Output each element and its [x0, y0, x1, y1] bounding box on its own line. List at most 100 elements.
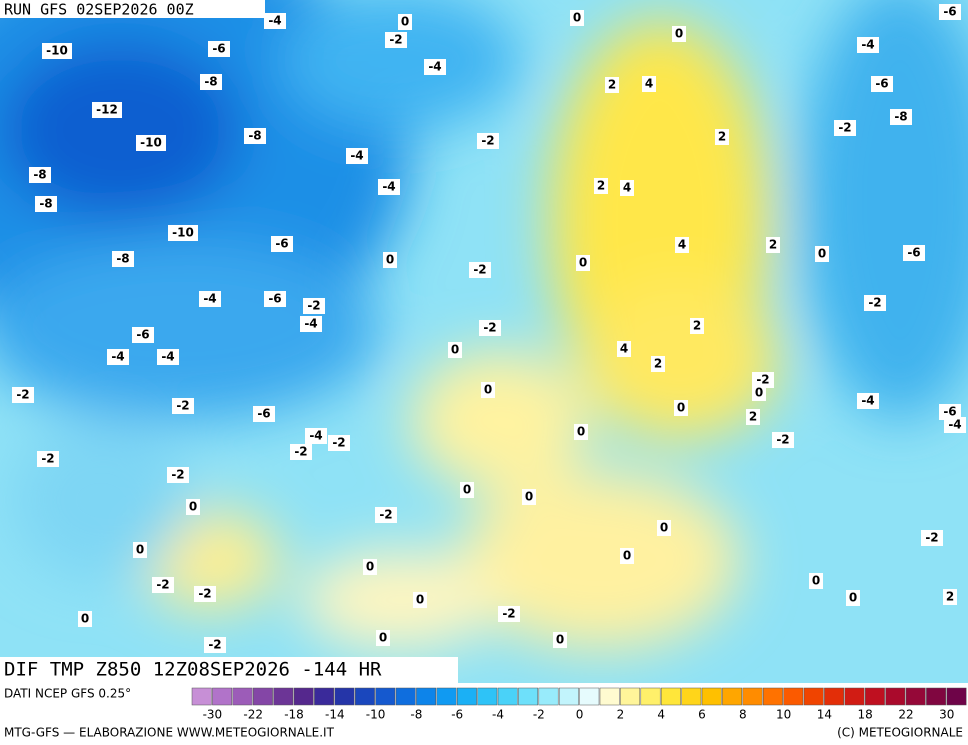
contour-label: -2	[868, 296, 881, 310]
contour-label-box	[208, 41, 230, 57]
contour-label-box	[346, 148, 368, 164]
contour-label: -6	[907, 246, 920, 260]
contour-label-box	[29, 167, 51, 183]
legend-tick-label: -30	[203, 708, 223, 722]
legend-swatch	[252, 687, 273, 706]
contour-label: -2	[756, 373, 769, 387]
legend-tick-label: 2	[617, 708, 625, 722]
contour-label: 4	[645, 77, 653, 91]
contour-label: -2	[198, 587, 211, 601]
contour-label-box	[481, 382, 495, 398]
legend-swatch	[824, 687, 845, 706]
legend-swatch	[579, 687, 600, 706]
legend-swatch	[722, 687, 743, 706]
contour-label-box	[375, 507, 397, 523]
contour-label: 2	[597, 179, 605, 193]
legend-swatch	[293, 687, 314, 706]
legend-swatch	[803, 687, 824, 706]
contour-label-box	[871, 76, 893, 92]
legend-tick-label: 18	[858, 708, 873, 722]
contour-label-box	[42, 43, 72, 59]
contour-label-box	[328, 435, 350, 451]
legend-tick-label: 22	[898, 708, 913, 722]
legend-swatch	[864, 687, 885, 706]
contour-label: 4	[620, 342, 628, 356]
legend-swatch	[354, 687, 375, 706]
contour-label: 0	[623, 549, 631, 563]
contour-label-box	[253, 406, 275, 422]
contour-label-box	[605, 77, 619, 93]
contour-label-box	[857, 393, 879, 409]
contour-label-box	[460, 482, 474, 498]
contour-label-box	[157, 349, 179, 365]
contour-label: -4	[111, 350, 124, 364]
contour-label-box	[35, 196, 57, 212]
legend-tick-label: 30	[939, 708, 954, 722]
map	[0, 0, 968, 683]
contour-label-box	[766, 237, 780, 253]
contour-label: -6	[136, 328, 149, 342]
contour-label: 0	[660, 521, 668, 535]
contour-label: -2	[307, 299, 320, 313]
contour-label: -2	[389, 33, 402, 47]
contour-label: -6	[943, 5, 956, 19]
contour-label: -4	[350, 149, 363, 163]
header-box	[0, 0, 265, 18]
legend-swatch	[620, 687, 641, 706]
legend-tick-label: -8	[410, 708, 422, 722]
map-title: DIF TMP Z850 12Z08SEP2026 -144 HR	[4, 659, 382, 681]
contour-label-box	[642, 76, 656, 92]
contour-label-box	[413, 592, 427, 608]
contour-label: 2	[718, 130, 726, 144]
legend-swatch	[844, 687, 865, 706]
contour-label-box	[857, 37, 879, 53]
legend-tick-label: 6	[698, 708, 706, 722]
contour-label-box	[522, 489, 536, 505]
contour-label-box	[674, 400, 688, 416]
legend-swatch	[497, 687, 518, 706]
contour-label: -6	[268, 292, 281, 306]
contour-label-box	[570, 10, 584, 26]
contour-label-box	[300, 316, 322, 332]
contour-label: -2	[176, 399, 189, 413]
contour-label-box	[133, 542, 147, 558]
contour-label: -2	[41, 452, 54, 466]
contour-label: -2	[776, 433, 789, 447]
contour-label-box	[921, 530, 943, 546]
contour-label: 0	[675, 27, 683, 41]
contour-label-box	[620, 548, 634, 564]
contour-label-box	[378, 179, 400, 195]
contour-label: 0	[577, 425, 585, 439]
legend-swatch	[742, 687, 763, 706]
contour-label-box	[172, 398, 194, 414]
contour-label: -2	[332, 436, 345, 450]
contour-label-box	[690, 318, 704, 334]
legend-tick-label: -10	[366, 708, 386, 722]
contour-label: -2	[838, 121, 851, 135]
title-box	[0, 657, 458, 683]
legend-tick-label: -14	[325, 708, 345, 722]
contour-label-box	[78, 611, 92, 627]
contour-label: 0	[189, 500, 197, 514]
contour-label-box	[939, 404, 961, 420]
contour-label: -2	[379, 508, 392, 522]
contour-label: -2	[483, 321, 496, 335]
contour-label: -8	[894, 110, 907, 124]
contour-label: -2	[473, 263, 486, 277]
legend-swatch	[518, 687, 539, 706]
contour-label: 0	[525, 490, 533, 504]
contour-label: -6	[257, 407, 270, 421]
legend-swatch	[212, 687, 233, 706]
contour-label: 4	[623, 181, 631, 195]
contour-label-box	[594, 178, 608, 194]
contour-label: 0	[366, 560, 374, 574]
contour-label-box	[746, 409, 760, 425]
contour-label-box	[620, 180, 634, 196]
contour-label-box	[939, 4, 961, 20]
contour-label-box	[204, 637, 226, 653]
contour-label-box	[672, 26, 686, 42]
contour-label: -4	[861, 394, 874, 408]
contour-label-box	[890, 109, 912, 125]
contour-label-box	[37, 451, 59, 467]
